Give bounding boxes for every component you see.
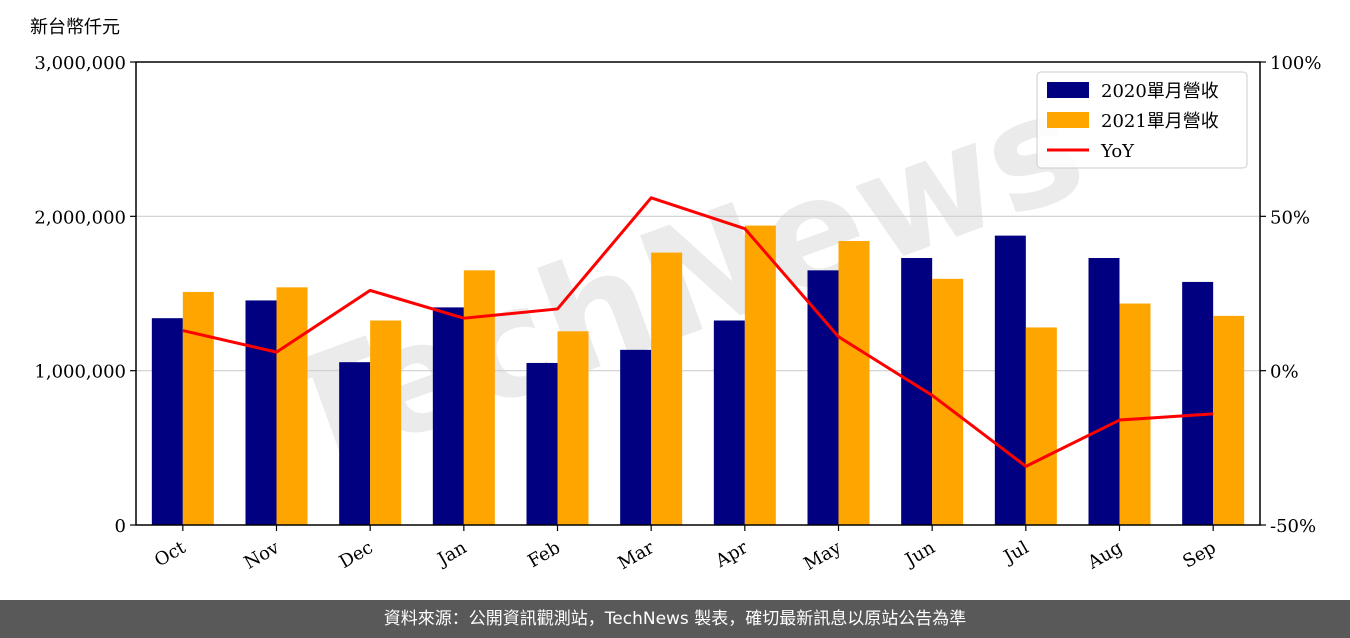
bar-2020-jan xyxy=(432,307,464,525)
bar-2021-oct xyxy=(182,291,214,525)
y-left-tick-label: 3,000,000 xyxy=(34,53,126,74)
footer-source: 資料來源：公開資訊觀測站，TechNews 製表，確切最新訊息以原站公告為準 xyxy=(0,600,1350,638)
bar-2020-aug xyxy=(1088,258,1120,525)
y-right-tick-label: -50% xyxy=(1270,516,1316,537)
bar-2021-apr xyxy=(744,225,776,526)
bar-2021-dec xyxy=(370,320,402,525)
bar-2021-aug xyxy=(1119,303,1151,525)
y-right-tick-label: 0% xyxy=(1270,362,1299,383)
bar-2020-apr xyxy=(713,320,745,525)
bar-2020-jul xyxy=(994,235,1026,525)
bar-2020-feb xyxy=(526,362,558,525)
y-right-tick-label: 50% xyxy=(1270,207,1310,228)
bar-2021-jan xyxy=(463,270,495,525)
legend-2021-label: 2021單月營收 xyxy=(1101,111,1219,132)
bar-2020-sep xyxy=(1182,281,1214,525)
y-axis-unit: 新台幣仟元 xyxy=(30,17,120,38)
legend-yoy-label: YoY xyxy=(1100,141,1135,162)
y-right-tick-label: 100% xyxy=(1270,53,1321,74)
x-tick-label-feb: Feb xyxy=(524,537,564,572)
bar-2021-jun xyxy=(932,278,964,525)
x-tick-label-aug: Aug xyxy=(1083,537,1126,574)
bar-2020-may xyxy=(807,270,839,525)
x-tick-label-jun: Jun xyxy=(900,537,939,572)
legend-2020-label: 2020單月營收 xyxy=(1101,81,1219,102)
bar-2021-mar xyxy=(651,252,683,525)
chart: TechNews 01,000,0002,000,0003,000,000-50… xyxy=(30,17,1321,575)
x-tick-label-jan: Jan xyxy=(433,537,471,571)
bar-2020-mar xyxy=(620,349,652,525)
x-tick-label-apr: Apr xyxy=(711,537,751,572)
x-tick-label-nov: Nov xyxy=(241,537,284,574)
bars xyxy=(151,225,1245,526)
x-tick-label-may: May xyxy=(800,537,845,575)
x-tick-label-jul: Jul xyxy=(999,537,1033,569)
bar-2021-nov xyxy=(276,287,308,525)
x-tick-label-oct: Oct xyxy=(151,537,190,572)
bar-2020-oct xyxy=(151,318,183,525)
bar-2020-dec xyxy=(339,362,371,525)
bar-2021-may xyxy=(838,241,870,525)
legend: 2020單月營收 2021單月營收 YoY xyxy=(1036,71,1248,169)
bar-2021-feb xyxy=(557,331,589,525)
plot-frame xyxy=(135,61,1261,526)
y-left-tick-label: 1,000,000 xyxy=(34,362,126,383)
x-tick-label-mar: Mar xyxy=(614,537,658,574)
legend-box xyxy=(1036,71,1248,169)
bar-2020-nov xyxy=(245,300,277,525)
y-left-tick-label: 0 xyxy=(115,516,126,537)
gridlines xyxy=(136,215,1260,372)
x-tick-label-sep: Sep xyxy=(1179,537,1219,572)
legend-2020-swatch xyxy=(1047,82,1089,98)
bar-2021-jul xyxy=(1025,327,1057,525)
yoy-line xyxy=(182,196,1214,468)
x-tick-label-dec: Dec xyxy=(336,537,377,573)
bar-2021-sep xyxy=(1213,315,1245,525)
y-left-tick-label: 2,000,000 xyxy=(34,207,126,228)
yoy-line-group xyxy=(182,196,1214,468)
legend-2021-swatch xyxy=(1047,112,1089,128)
